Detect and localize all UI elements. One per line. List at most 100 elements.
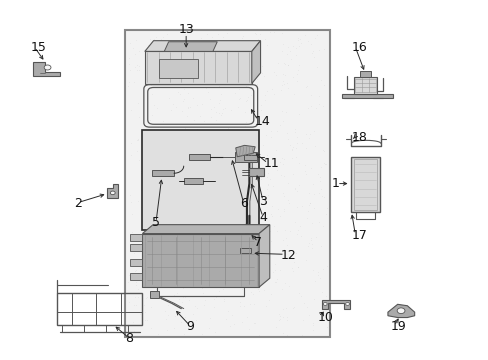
Point [250,69,258,75]
Point [306,165,314,171]
Point [196,248,203,254]
Point [133,137,141,143]
Point [183,250,190,256]
Point [234,221,242,227]
Point [254,285,262,291]
Point [190,84,198,90]
Point [276,316,284,322]
Point [172,218,180,224]
Point [296,293,304,299]
Point [140,220,147,226]
Point [126,67,134,73]
Text: 8: 8 [125,333,133,346]
Point [128,229,136,235]
Point [260,256,267,261]
Point [275,311,283,316]
Point [315,174,323,180]
Point [152,74,160,80]
Point [247,273,255,279]
Point [230,124,238,130]
Point [145,294,153,300]
Point [152,286,160,292]
Point [314,171,322,177]
Point [134,136,142,142]
Point [147,82,155,88]
Point [257,70,265,76]
Point [223,31,230,36]
Point [250,196,258,202]
Point [247,212,255,218]
Point [309,181,317,187]
Point [172,174,180,180]
Point [263,152,270,158]
Point [200,297,208,303]
Point [184,105,192,111]
Point [314,93,322,99]
Point [272,128,280,134]
Point [128,45,136,50]
Point [238,286,245,292]
Point [152,258,160,264]
Point [288,147,296,153]
Point [190,321,198,327]
Circle shape [110,191,115,195]
Point [250,54,258,60]
Point [144,194,152,200]
Point [188,199,196,205]
Point [295,112,303,117]
Point [310,192,318,197]
Point [265,29,273,35]
Point [305,203,312,208]
Point [320,194,327,200]
Point [280,72,288,77]
Point [313,269,321,275]
Point [158,243,165,248]
Point [284,136,291,142]
Point [211,118,219,123]
Point [154,331,162,337]
Point [312,234,320,240]
Point [322,324,330,330]
Point [131,268,139,274]
Point [234,65,242,71]
Point [179,294,187,300]
Point [130,302,138,308]
Point [216,215,224,221]
Point [272,229,280,234]
Point [150,127,158,132]
Point [292,204,300,210]
Point [144,117,152,123]
Point [320,46,327,52]
Point [283,62,291,68]
Point [258,143,266,148]
Point [235,179,243,185]
Point [164,302,172,308]
Point [178,224,185,230]
Point [161,277,169,283]
Point [216,170,224,176]
Point [293,78,301,84]
Point [243,94,251,99]
Point [151,48,159,54]
Point [302,83,310,89]
Point [248,282,256,288]
Point [210,297,218,302]
Point [156,283,163,289]
Point [197,275,204,281]
Point [155,235,163,241]
Point [158,126,166,132]
Polygon shape [130,234,142,241]
Point [271,324,279,330]
Point [279,71,286,77]
Point [262,303,270,309]
Point [218,213,226,219]
Point [301,32,309,38]
Point [205,281,213,287]
Point [289,260,297,265]
Point [234,96,242,102]
Point [306,92,314,98]
Text: 19: 19 [389,320,406,333]
Point [183,62,191,67]
Point [320,82,328,88]
Point [134,137,142,143]
